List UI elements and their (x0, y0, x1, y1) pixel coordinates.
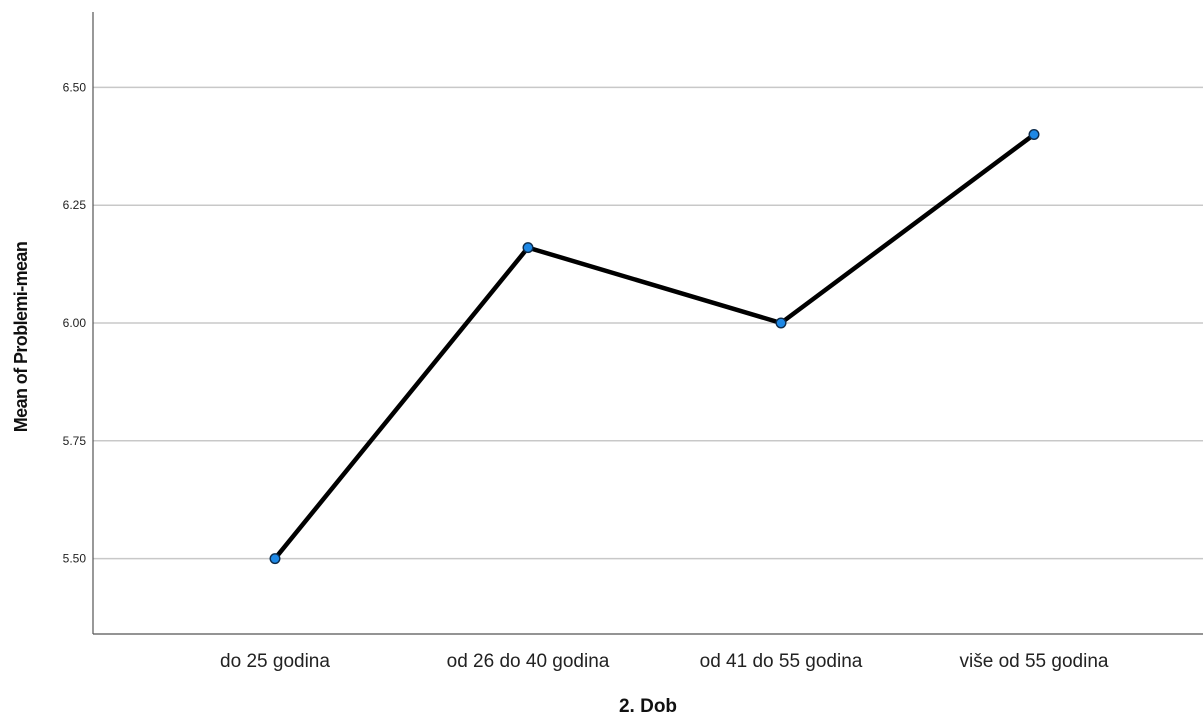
x-tick-label: više od 55 godina (960, 651, 1109, 672)
x-tick-label: do 25 godina (220, 651, 330, 672)
y-tick-label: 5.75 (63, 434, 87, 448)
axes (92, 12, 1203, 635)
data-point (522, 242, 534, 254)
y-tick-label: 5.50 (63, 552, 87, 566)
x-tick-labels: do 25 godina od 26 do 40 godina od 41 do 5… (220, 651, 1109, 672)
x-axis-title: 2. Dob (619, 696, 677, 715)
data-point (775, 317, 787, 329)
y-axis-title: Mean of Problemi-mean (11, 242, 31, 432)
gridlines (93, 86, 1203, 560)
y-tick-labels: 5.50 5.75 6.00 6.25 6.50 (63, 80, 87, 565)
x-tick-label: od 41 do 55 godina (700, 651, 863, 672)
data-series (269, 129, 1040, 565)
series-line (272, 132, 1037, 561)
x-tick-label: od 26 do 40 godina (447, 651, 610, 672)
y-tick-label: 6.25 (63, 198, 87, 212)
y-tick-label: 6.00 (63, 316, 87, 330)
y-tick-label: 6.50 (63, 80, 87, 94)
data-point (269, 553, 281, 565)
data-point (1028, 129, 1040, 141)
